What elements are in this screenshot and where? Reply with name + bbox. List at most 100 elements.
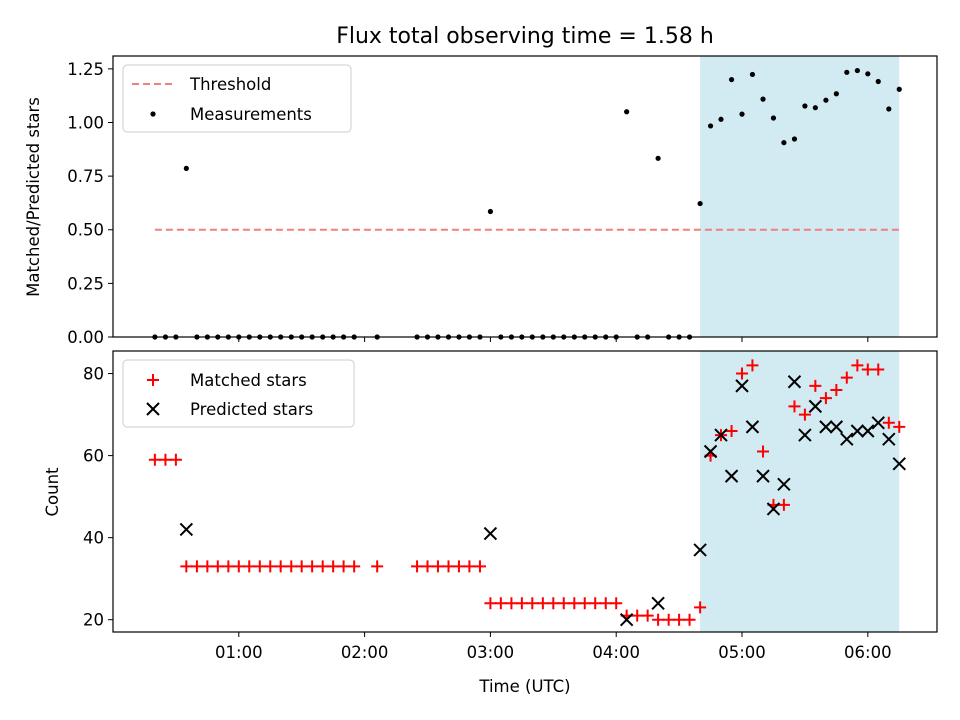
predicted-star-point <box>714 428 728 442</box>
matched-star-point <box>819 392 832 405</box>
predicted-star-point <box>693 543 707 557</box>
matched-star-point <box>662 613 675 626</box>
predicted-star-point <box>798 428 812 442</box>
matched-star-point <box>746 359 759 372</box>
legend-predicted-swatch <box>146 402 160 416</box>
ratio-shaded-region <box>700 56 900 337</box>
predicted-star-point <box>892 457 906 471</box>
matched-star-point <box>736 367 749 380</box>
matched-star-point <box>431 560 444 573</box>
matched-star-point <box>253 560 266 573</box>
matched-star-point <box>725 424 738 437</box>
legend-measurements-label: Measurements <box>190 105 312 124</box>
matched-star-point <box>872 363 885 376</box>
measurement-point <box>624 109 630 115</box>
count-legend: Matched stars Predicted stars <box>122 359 355 428</box>
count-shaded-region <box>700 351 900 632</box>
matched-star-point <box>484 597 497 610</box>
measurement-point <box>487 208 494 215</box>
matched-star-point <box>557 597 570 610</box>
measurement-point <box>749 71 756 78</box>
measurement-point <box>781 140 787 146</box>
predicted-star-point <box>777 477 791 492</box>
measurement-point <box>655 155 661 161</box>
ratio-y-axis-label: Matched/Predicted stars <box>24 97 43 297</box>
matched-star-point <box>610 597 623 610</box>
matched-star-point <box>232 560 245 573</box>
ratio-axes-frame <box>112 55 938 338</box>
measurement-point <box>833 91 839 97</box>
predicted-star-point <box>861 424 875 438</box>
ratio-y-tick-label: 1.00 <box>67 113 104 132</box>
matched-star-point <box>316 560 329 573</box>
matched-star-point <box>274 560 287 573</box>
ratio-legend-box <box>122 64 352 133</box>
matched-star-point <box>777 498 790 511</box>
legend-matched-label: Matched stars <box>190 371 307 390</box>
matched-star-point <box>809 379 822 392</box>
matched-star-point <box>547 597 560 610</box>
measurement-point <box>854 67 860 74</box>
legend-threshold-label: Threshold <box>189 75 271 94</box>
matched-star-point <box>494 597 507 610</box>
count-panel: 20 40 60 80 01:00 02:00 03:00 04:00 05:00 06:00 <box>83 350 938 662</box>
count-axes-frame <box>112 350 938 633</box>
legend-predicted-label: Predicted stars <box>190 400 313 419</box>
measurement-point <box>707 123 714 129</box>
measurement-point <box>739 111 745 117</box>
predicted-star-point <box>483 526 498 541</box>
predicted-star-point <box>766 502 781 516</box>
matched-star-point <box>148 453 161 466</box>
measurement-point <box>802 103 808 109</box>
legend-matched-swatch <box>147 374 159 386</box>
matched-star-point <box>452 560 465 573</box>
measurement-point <box>886 106 892 112</box>
measurement-point <box>183 165 189 171</box>
matched-star-point <box>463 560 476 573</box>
matched-star-point <box>295 560 308 573</box>
ratio-y-tick-label: 0.25 <box>67 274 104 293</box>
matched-star-point <box>222 560 235 573</box>
matched-star-point <box>526 597 539 610</box>
measurement-point <box>865 71 871 77</box>
matched-star-point <box>473 560 486 573</box>
measurement-point <box>896 86 902 92</box>
matched-star-point <box>652 613 665 626</box>
matched-star-point <box>589 597 602 610</box>
measurement-point <box>760 96 766 102</box>
measurement-point <box>697 200 703 207</box>
matched-star-point <box>348 560 361 573</box>
matched-star-point <box>285 560 298 573</box>
count-legend-box <box>122 359 355 428</box>
predicted-star-point <box>703 444 718 459</box>
count-y-tick-label: 40 <box>83 529 104 548</box>
matched-star-point <box>673 613 686 626</box>
matched-star-point <box>599 597 612 610</box>
matched-star-point <box>757 445 770 458</box>
count-y-tick-label: 60 <box>83 447 104 466</box>
matched-star-point <box>798 408 811 421</box>
chart-title: Flux total observing time = 1.58 h <box>336 24 714 49</box>
predicted-star-point <box>179 522 194 537</box>
matched-star-point <box>882 416 895 429</box>
matched-star-point <box>190 560 203 573</box>
predicted-star-point <box>724 469 739 483</box>
predicted-star-point <box>829 420 844 434</box>
matched-star-point <box>893 420 906 433</box>
matched-star-point <box>861 363 874 376</box>
matched-star-point <box>421 560 434 573</box>
matched-star-point <box>371 560 384 573</box>
ratio-legend: Threshold Measurements <box>122 64 352 133</box>
matched-star-point <box>169 453 182 466</box>
measurement-point <box>791 136 798 142</box>
matched-star-point <box>211 560 224 573</box>
predicted-star-point <box>619 612 634 627</box>
matched-star-point <box>337 560 350 573</box>
measurement-point <box>728 76 735 83</box>
ratio-y-tick-label: 0.50 <box>67 221 104 240</box>
matched-star-point <box>159 453 172 466</box>
x-axis-label: Time (UTC) <box>478 677 570 696</box>
matched-star-point <box>180 560 193 573</box>
matched-star-point <box>694 601 707 614</box>
measurement-point <box>812 105 818 111</box>
